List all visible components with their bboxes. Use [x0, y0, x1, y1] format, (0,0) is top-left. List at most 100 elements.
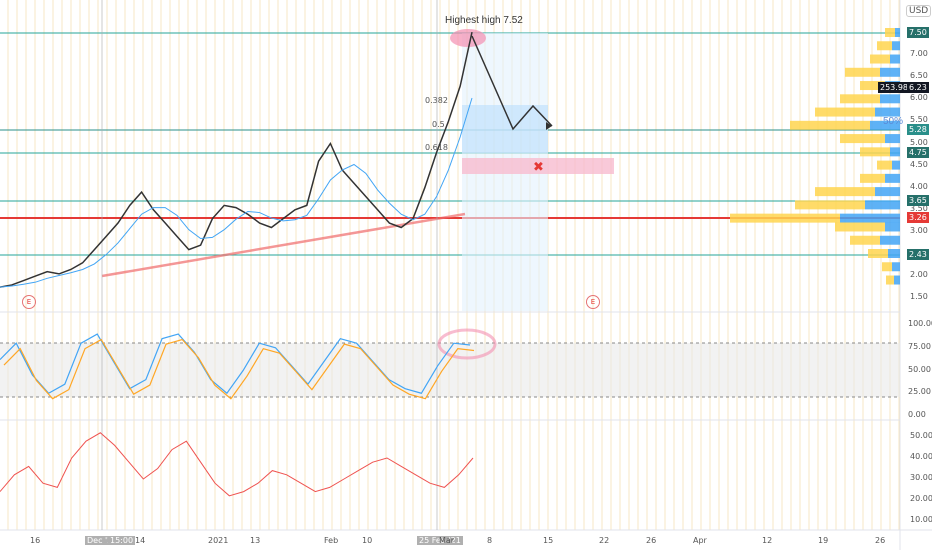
volume-bar-blue	[880, 67, 900, 77]
time-tick-label: 13	[250, 536, 261, 545]
time-tick-label: 25 Feb '21	[417, 536, 463, 545]
rsi-tick-label: 50.00	[910, 431, 932, 440]
price-tick-label: 3.00	[910, 225, 928, 235]
volume-bar-yellow	[815, 187, 875, 197]
rsi-tick-label: 30.00	[910, 473, 932, 482]
volume-bar-blue	[870, 120, 900, 130]
trendline	[101, 212, 466, 278]
volume-bar-yellow	[860, 173, 885, 183]
volume-bar-blue	[888, 249, 900, 258]
stoch-tick-label: 50.00	[908, 364, 931, 374]
volume-bar-blue	[892, 262, 900, 272]
price-tick-label: 7.00	[910, 49, 928, 59]
price-series	[0, 31, 473, 288]
volume-bar-blue	[890, 54, 900, 64]
volume-bar-yellow	[860, 81, 885, 91]
price-tick-label: 4.00	[910, 181, 928, 191]
stoch-tick-label: 0.00	[908, 410, 926, 419]
volume-bar-blue	[880, 235, 900, 245]
earnings-marker-1[interactable]: E	[22, 295, 36, 309]
stoch-k-line	[0, 333, 471, 395]
time-tick-label: Dec '20	[85, 536, 120, 545]
volume-bar-yellow	[860, 147, 890, 157]
volume-bar-yellow	[730, 213, 840, 223]
volume-bar-blue	[875, 107, 900, 117]
volume-bar-yellow	[868, 249, 888, 258]
volume-bar-yellow	[886, 275, 894, 285]
volume-bar-blue	[895, 28, 900, 37]
volume-bar-yellow	[877, 41, 892, 51]
earnings-marker-2[interactable]: E	[586, 295, 600, 309]
price-marker: 7.50	[907, 27, 929, 38]
volume-bar-blue	[880, 94, 900, 104]
highest-high-label: Highest high 7.52	[445, 15, 523, 26]
price-tick-label: 1.50	[910, 292, 928, 302]
stoch-circle	[437, 328, 497, 360]
rsi-tick-label: 40.00	[910, 452, 932, 461]
projection-arrow	[546, 122, 552, 130]
time-tick-label: Apr	[693, 536, 707, 545]
stoch-tick-label: 25.00	[908, 387, 931, 397]
volume-bar-blue	[875, 187, 900, 197]
time-tick-label: 2021	[208, 536, 229, 545]
volume-bar-yellow	[882, 262, 892, 272]
volume-bar-yellow	[840, 134, 885, 144]
time-tick-label: 16	[30, 536, 41, 545]
price-marker: 2.43	[907, 249, 929, 260]
volume-bar-blue	[892, 41, 900, 51]
stoch-band	[0, 343, 900, 397]
volume-bar-blue	[885, 173, 900, 183]
rsi-tick-label: 10.00	[910, 515, 932, 524]
volume-bar-blue	[892, 160, 900, 170]
price-tick-label: 4.50	[910, 159, 928, 169]
volume-bar-yellow	[790, 120, 870, 130]
fib-label-500: 0.5	[432, 120, 445, 129]
volume-bar-blue	[885, 222, 900, 232]
price-tick-label: 5.00	[910, 137, 928, 147]
time-tick-label: 15:00	[108, 536, 136, 545]
projection-path	[471, 35, 553, 131]
volume-bar-blue	[840, 213, 900, 223]
volume-bar-yellow	[815, 107, 875, 117]
volume-bar-yellow	[870, 54, 890, 64]
price-line	[0, 31, 473, 288]
volume-bar-yellow	[845, 67, 880, 77]
volume-bar-blue	[885, 134, 900, 144]
stoch-d-line	[3, 338, 475, 400]
time-tick-label: 22	[599, 536, 610, 545]
price-tick-label: 6.00	[910, 93, 928, 103]
time-tick-label: 10	[362, 536, 373, 545]
time-tick-label: Feb	[324, 536, 339, 545]
price-tick-label: 3.50	[910, 203, 928, 213]
time-tick-label: 19	[818, 536, 829, 545]
time-tick-label: 12	[762, 536, 773, 545]
volume-bar-yellow	[850, 235, 880, 245]
fib-pct-label: 50%	[883, 116, 904, 127]
volume-bar-blue	[890, 147, 900, 157]
price-tick-label: 2.00	[910, 270, 928, 280]
moving-average-line	[0, 97, 473, 288]
price-tick-label: 5.50	[910, 115, 928, 125]
stoch-tick-label: 75.00	[908, 341, 931, 351]
time-tick-label: 26	[646, 536, 657, 545]
price-marker: 253.98%	[878, 82, 918, 93]
price-marker: 3.26	[907, 212, 929, 223]
price-marker: 6.23	[907, 82, 929, 93]
rsi-series	[0, 432, 474, 497]
volume-profile	[730, 28, 900, 285]
volume-bar-blue	[865, 200, 900, 210]
volume-bar-yellow	[877, 160, 892, 170]
volume-bar-blue	[894, 275, 900, 285]
time-tick-label: 8	[487, 536, 493, 545]
volume-bar-yellow	[835, 222, 885, 232]
fib-box-shaded	[462, 105, 548, 153]
volume-bar-yellow	[885, 28, 895, 37]
fib-label-618: 0.618	[425, 143, 448, 152]
price-marker: 5.28	[907, 124, 929, 135]
stoch-series	[0, 333, 475, 400]
price-marker: 3.65	[907, 195, 929, 206]
time-tick-label: Mar	[439, 536, 455, 545]
price-tick-label: 6.50	[910, 71, 928, 81]
